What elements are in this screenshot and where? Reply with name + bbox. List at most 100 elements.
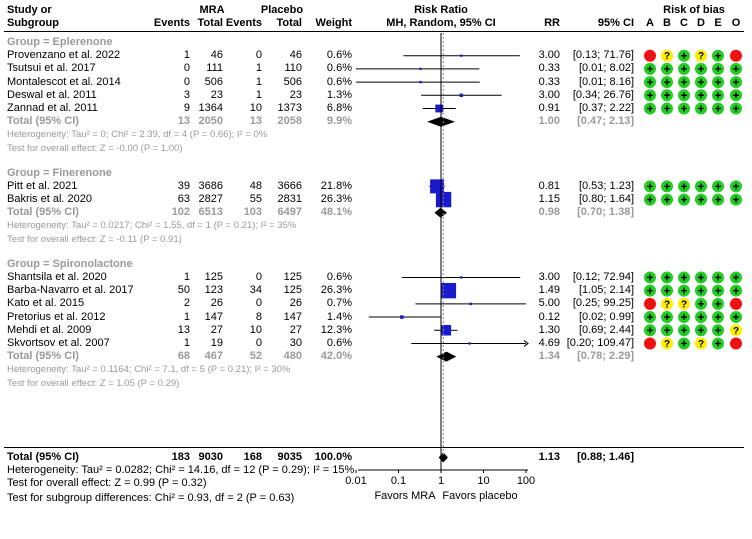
study-row-11-bias-5-plus <box>733 314 739 321</box>
study-row-1-bias-4-plus <box>715 52 721 59</box>
study-row-9-weight: 26.3% <box>320 284 352 297</box>
study-row-10-total-placebo: 26 <box>289 297 302 310</box>
study-row-9-ci: [1.05; 2.14] <box>578 284 634 297</box>
study-row-11-square <box>400 315 404 319</box>
study-row-1-bias-3-question: ? <box>698 51 704 62</box>
study-row-12-bias-0-plus <box>647 327 653 334</box>
study-row-3-bias-2-plus <box>681 79 687 86</box>
study-row-1-bias-1-question: ? <box>664 51 670 62</box>
header-placebo: Placebo <box>260 4 304 16</box>
study-row-3-bias-5-plus <box>733 79 739 86</box>
study-row-4-ci: [0.34; 26.76] <box>572 88 634 101</box>
study-row-6-ci: [0.53; 1.23] <box>578 179 634 192</box>
study-row-4-bias-5-plus <box>733 92 739 99</box>
study-row-11-rr: 0.12 <box>538 310 560 323</box>
header-bias-d: D <box>697 17 705 29</box>
study-row-9-events-mra: 50 <box>177 284 190 297</box>
subgroup-total-mra: 467 <box>204 350 223 363</box>
study-row-4-total-mra: 23 <box>210 88 223 101</box>
study-row-11-bias-4-plus <box>715 314 721 321</box>
study-row-7-weight: 26.3% <box>320 193 352 206</box>
study-row-3-name: Montalescot et al. 2014 <box>7 75 121 88</box>
study-row-2-rr: 0.33 <box>538 62 560 75</box>
study-row-10-square <box>469 302 472 306</box>
study-row-9-bias-3-plus <box>698 287 704 294</box>
study-row-3-events-placebo: 1 <box>255 75 262 88</box>
subgroup-total-rr: 1.34 <box>538 350 560 363</box>
study-row-13-rr: 4.69 <box>538 336 560 349</box>
subgroup-total-mra: 6513 <box>198 206 223 219</box>
study-row-9-name: Barba-Navarro et al. 2017 <box>7 284 134 297</box>
header-weight: Weight <box>315 17 352 29</box>
study-row-10-bias-3-plus <box>698 300 704 307</box>
study-row-7-total-mra: 2827 <box>198 193 223 206</box>
study-row-13-bias-4-plus <box>715 340 721 347</box>
study-row-8-events-mra: 1 <box>183 270 190 283</box>
header-study: Study or <box>7 4 52 16</box>
study-row-2-weight: 0.6% <box>326 62 352 75</box>
study-row-3-square <box>419 80 422 84</box>
study-row-10-bias-4-plus <box>715 300 721 307</box>
study-row-10-events-placebo: 0 <box>255 297 262 310</box>
header-bias-e: E <box>714 17 722 29</box>
study-row-11-bias-0-plus <box>647 314 653 321</box>
study-row-10-ci: [0.25; 99.25] <box>572 297 634 310</box>
header-bias-o: O <box>731 17 741 29</box>
study-row-13-name: Skvortsov et al. 2007 <box>7 336 110 349</box>
study-row-1-square <box>460 54 463 57</box>
x-tick-label-4: 100 <box>516 475 536 487</box>
study-row-2-bias-5-plus <box>733 65 739 72</box>
subgroup-total-weight: 42.0% <box>320 350 352 363</box>
study-row-7-bias-4-plus <box>715 196 721 203</box>
subgroup-total-events-placebo: 52 <box>249 350 262 363</box>
subgroup-total-placebo: 480 <box>283 350 302 363</box>
study-row-12-bias-5-question: ? <box>733 326 739 337</box>
study-row-3-bias-1-plus <box>664 79 670 86</box>
study-row-9-bias-4-plus <box>715 287 721 294</box>
study-row-6-bias-5-plus <box>733 183 739 190</box>
study-row-13-bias-3-dot <box>695 337 707 350</box>
x-tick-label-3: 10 <box>477 475 490 487</box>
subgroup-total-events-placebo: 13 <box>249 115 262 128</box>
subgroup-total-ci: [0.78; 2.29] <box>577 350 634 363</box>
study-row-6-square <box>430 179 445 194</box>
study-row-6-bias-3-plus <box>698 183 704 190</box>
study-row-8-rr: 3.00 <box>538 270 560 283</box>
study-row-8-bias-0-plus <box>647 274 653 281</box>
study-row-11-name: Pretorius et al. 2012 <box>7 310 106 323</box>
study-row-7-ci: [0.80; 1.64] <box>578 193 634 206</box>
study-row-4-rr: 3.00 <box>538 88 560 101</box>
study-row-1-bias-5-dot <box>730 49 742 62</box>
study-row-11-total-mra: 147 <box>204 310 223 323</box>
study-row-4-events-placebo: 1 <box>255 88 262 101</box>
study-row-1-events-mra: 1 <box>183 49 190 62</box>
subgroup-total-label: Total (95% CI) <box>7 350 79 363</box>
study-row-12-bias-1-plus <box>664 327 670 334</box>
study-row-1-events-placebo: 0 <box>255 49 262 62</box>
study-row-3-bias-0-plus <box>647 79 653 86</box>
study-row-1-total-placebo: 46 <box>289 49 302 62</box>
study-row-6-total-mra: 3686 <box>198 179 223 192</box>
study-row-8-bias-1-plus <box>664 274 670 281</box>
study-row-3-events-mra: 0 <box>183 75 190 88</box>
study-row-4-bias-0-plus <box>647 92 653 99</box>
overall-total-rr: 1.13 <box>538 451 560 463</box>
study-row-10-events-mra: 2 <box>183 297 190 310</box>
x-tick-label-2: 1 <box>437 475 445 487</box>
header-method: MH, Random, 95% CI <box>386 17 496 29</box>
study-row-7-bias-1-plus <box>664 196 670 203</box>
study-row-2-events-mra: 0 <box>183 62 190 75</box>
header-total-mra: Total <box>197 17 223 29</box>
study-row-6-bias-0-plus <box>647 183 653 190</box>
study-row-5-weight: 6.8% <box>326 102 352 114</box>
study-row-7-bias-2-plus <box>681 196 687 203</box>
study-row-3-total-mra: 506 <box>204 75 223 88</box>
study-row-12-bias-5-dot <box>730 324 742 337</box>
study-row-5-rr: 0.91 <box>538 102 560 114</box>
study-row-13-bias-3-question: ? <box>698 339 704 350</box>
study-row-6-bias-2-plus <box>681 183 687 190</box>
study-row-9-bias-0-plus <box>647 287 653 294</box>
study-row-13-ci: [0.20; 109.47] <box>566 336 634 349</box>
header-rule <box>4 31 744 32</box>
study-row-6-bias-1-plus <box>664 183 670 190</box>
